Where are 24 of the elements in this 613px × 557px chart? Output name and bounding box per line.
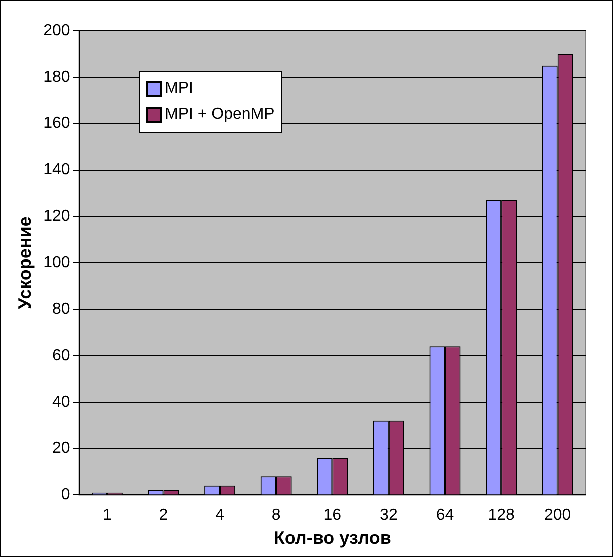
y-tick-label: 0 [61, 486, 70, 504]
x-tick-label: 64 [436, 507, 454, 524]
y-tick-label: 180 [44, 68, 70, 86]
y-axis-title: Ускорение [14, 216, 35, 310]
x-axis-title: Кол-во узлов [274, 528, 392, 548]
y-tick-label: 80 [52, 300, 70, 318]
x-tick-label: 200 [544, 507, 572, 524]
y-tick-label: 160 [44, 115, 70, 132]
y-tick-label: 100 [44, 254, 70, 272]
y-tick-label: 200 [44, 22, 70, 40]
y-tick-label: 120 [44, 208, 70, 226]
y-tick-label: 20 [52, 440, 70, 458]
x-tick-label: 1 [102, 507, 112, 524]
legend-label: MPI [165, 79, 194, 99]
x-tick-label: 32 [380, 507, 398, 524]
x-tick-label: 128 [488, 507, 515, 524]
legend-label: MPI + OpenMP [165, 105, 275, 125]
x-tick-label: 2 [159, 507, 168, 524]
y-tick-label: 60 [52, 347, 70, 364]
y-tick-label: 40 [52, 394, 70, 411]
y-tick-label: 140 [44, 162, 70, 179]
x-tick-label: 8 [272, 507, 281, 524]
x-tick-label: 16 [324, 507, 342, 524]
x-tick-label: 4 [216, 507, 225, 524]
